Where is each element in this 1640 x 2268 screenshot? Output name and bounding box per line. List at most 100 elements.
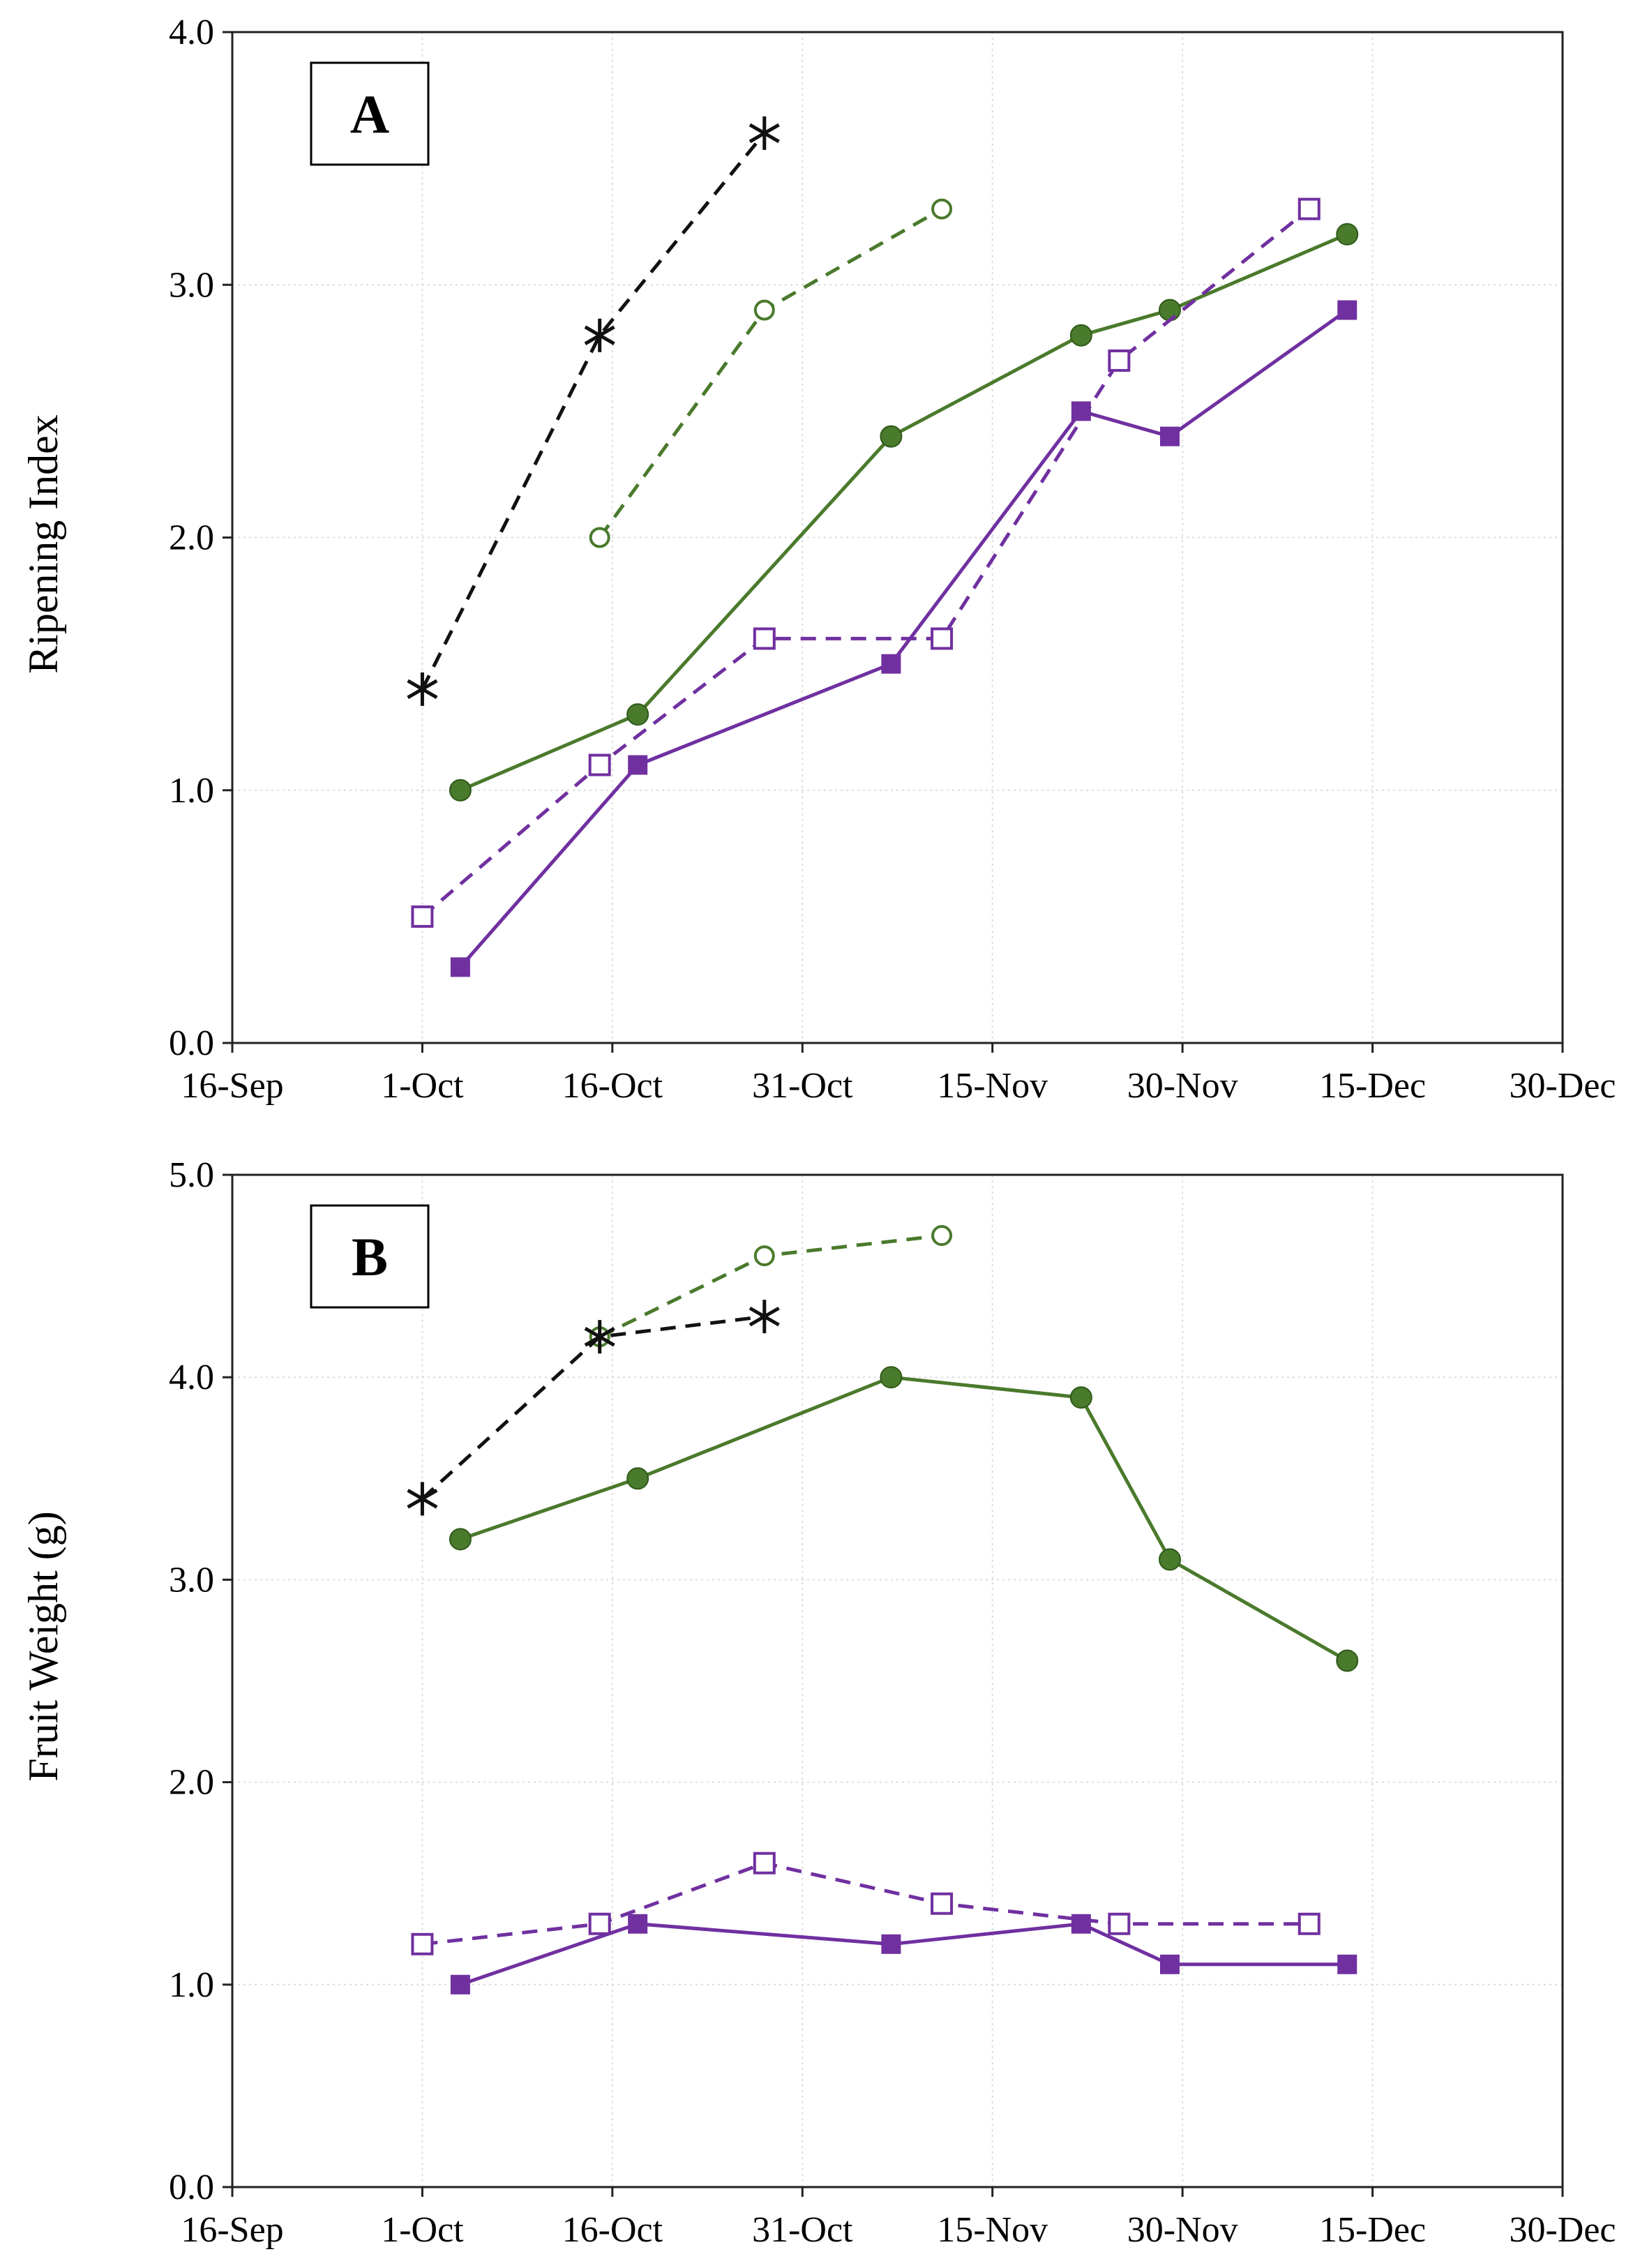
panel-a-point-purple-solid-filled-square — [1337, 300, 1357, 320]
panel-a-line-purple-solid-filled-square — [459, 308, 1348, 968]
panel-a-point-green-solid-filled-circle — [626, 703, 649, 726]
panel-a-point-green-solid-filled-circle — [449, 779, 472, 802]
panel-a-y-tick-label: 2.0 — [169, 518, 214, 558]
panel-a-point-green-solid-filled-circle — [1069, 324, 1092, 347]
panel-b-axes — [223, 1173, 1564, 2197]
panel-b-point-black-dashed-asterisk — [407, 1482, 438, 1516]
panel-b-y-tick-label: 2.0 — [169, 1763, 214, 1803]
panel-b-y-tick-label: 3.0 — [169, 1560, 214, 1600]
panel-a-series-purple-dashed-open-square — [411, 197, 1321, 928]
panel-a-x-tick-label: 16-Oct — [562, 1066, 663, 1106]
panel-a-letter-box: A — [310, 61, 430, 166]
panel-a-x-tick-label: 31-Oct — [752, 1066, 853, 1106]
panel-a-point-purple-solid-filled-square — [1071, 401, 1091, 421]
panel-b-point-purple-dashed-open-square — [411, 1932, 434, 1955]
panel-b-series-green-solid-filled-circle — [449, 1366, 1359, 1672]
panel-b-y-tick-label: 1.0 — [169, 1965, 214, 2005]
panel-a-point-purple-dashed-open-square — [753, 627, 776, 650]
panel-b-point-purple-solid-filled-square — [628, 1914, 648, 1934]
panel-b-point-purple-solid-filled-square — [1159, 1954, 1180, 1974]
panel-a-y-tick-labels: 0.0 1.0 2.0 3.0 4.0 — [169, 13, 214, 1063]
panel-a-y-tick-label: 0.0 — [169, 1023, 214, 1063]
panel-a-point-black-dashed-asterisk — [748, 116, 780, 150]
panel-a-y-tick-label: 1.0 — [169, 771, 214, 811]
panel-a: 0.0 1.0 2.0 3.0 4.0 16-Sep 1-Oct 16-Oct 31-Oct 1… — [20, 13, 1616, 1106]
panel-b-x-tick-label: 30-Nov — [1127, 2210, 1238, 2250]
panel-b-point-green-solid-filled-circle — [880, 1366, 903, 1389]
panel-a-y-axis-title: Ripening Index — [20, 414, 66, 674]
panel-a-series — [407, 116, 1359, 977]
panel-b-point-green-solid-filled-circle — [626, 1467, 649, 1490]
panel-a-series-green-dashed-open-circle — [589, 198, 953, 548]
panel-a-point-green-dashed-open-circle — [753, 299, 775, 321]
panel-a-line-purple-dashed-open-square — [421, 207, 1311, 918]
panel-b-point-purple-dashed-open-square — [1297, 1912, 1321, 1935]
panel-b-point-purple-solid-filled-square — [450, 1974, 470, 1995]
panel-b-series — [407, 1225, 1359, 1995]
panel-b-point-green-solid-filled-circle — [449, 1528, 472, 1551]
panel-a-point-black-dashed-asterisk — [584, 318, 615, 352]
panel-a-point-purple-dashed-open-square — [931, 627, 954, 650]
panel-b-point-green-solid-filled-circle — [1069, 1386, 1092, 1409]
panel-b-letter: B — [352, 1226, 388, 1287]
panel-a-series-purple-solid-filled-square — [450, 300, 1357, 977]
panel-b-point-purple-dashed-open-square — [1108, 1912, 1131, 1935]
panel-a-letter: A — [350, 84, 389, 144]
panel-b-letter-frame — [310, 1204, 430, 1309]
panel-a-point-purple-dashed-open-square — [588, 753, 611, 776]
panel-b-x-tick-label: 15-Nov — [937, 2210, 1048, 2250]
panel-b-point-green-solid-filled-circle — [1158, 1548, 1181, 1571]
panel-a-x-tick-labels: 16-Sep 1-Oct 16-Oct 31-Oct 15-Nov 30-Nov 15-De… — [181, 1066, 1616, 1106]
panel-b-x-tick-label: 16-Sep — [181, 2210, 283, 2250]
panel-a-x-tick-label: 15-Dec — [1319, 1066, 1426, 1106]
panel-a-series-green-solid-filled-circle — [449, 223, 1359, 802]
panel-b-point-purple-dashed-open-square — [753, 1852, 776, 1875]
panel-a-point-purple-dashed-open-square — [1297, 197, 1321, 220]
panel-b-line-purple-solid-filled-square — [460, 1922, 1348, 1987]
panel-b-y-tick-label: 5.0 — [169, 1155, 214, 1195]
panel-b-point-green-dashed-open-circle — [931, 1225, 953, 1247]
panel-b-series-black-dashed-asterisk — [407, 1300, 780, 1516]
panel-a-x-tick-label: 1-Oct — [381, 1066, 464, 1106]
panel-b-point-purple-solid-filled-square — [881, 1934, 901, 1954]
panel-b-line-green-solid-filled-circle — [460, 1375, 1348, 1662]
panel-a-axes — [223, 31, 1564, 1053]
panel-a-point-black-dashed-asterisk — [407, 672, 438, 706]
panel-b-x-tick-label: 30-Dec — [1509, 2210, 1616, 2250]
panel-a-point-purple-solid-filled-square — [1159, 426, 1180, 446]
panel-b: 0.0 1.0 2.0 3.0 4.0 5.0 16-Sep 1-Oct 16-Oct 31-O… — [20, 1155, 1616, 2250]
panel-b-x-tick-labels: 16-Sep 1-Oct 16-Oct 31-Oct 15-Nov 30-Nov 15-De… — [181, 2210, 1616, 2250]
panel-a-point-green-solid-filled-circle — [880, 425, 903, 448]
panel-b-x-tick-label: 15-Dec — [1319, 2210, 1426, 2250]
panel-b-letter-box: B — [310, 1204, 430, 1309]
panel-b-series-purple-solid-filled-square — [450, 1914, 1357, 1995]
panel-b-point-purple-solid-filled-square — [1071, 1914, 1091, 1934]
panel-a-point-green-dashed-open-circle — [931, 198, 953, 220]
panel-b-point-black-dashed-asterisk — [748, 1300, 780, 1334]
panel-a-x-tick-label: 30-Dec — [1509, 1066, 1616, 1106]
panel-a-point-purple-solid-filled-square — [881, 654, 901, 674]
panel-a-y-tick-label: 4.0 — [169, 13, 214, 52]
panel-b-y-tick-labels: 0.0 1.0 2.0 3.0 4.0 5.0 — [169, 1155, 214, 2207]
panel-b-series-purple-dashed-open-square — [411, 1852, 1321, 1955]
panel-b-plot-frame — [231, 1173, 1564, 2188]
panel-a-x-tick-label: 16-Sep — [181, 1066, 283, 1106]
panel-a-point-purple-solid-filled-square — [450, 957, 470, 977]
panel-b-point-black-dashed-asterisk — [584, 1320, 615, 1354]
panel-b-x-tick-label: 31-Oct — [752, 2210, 853, 2250]
panel-a-point-purple-dashed-open-square — [411, 905, 434, 928]
panel-b-point-purple-solid-filled-square — [1337, 1954, 1357, 1974]
panel-b-point-green-solid-filled-circle — [1336, 1649, 1359, 1672]
panel-a-point-green-dashed-open-circle — [589, 527, 610, 548]
panel-a-line-green-solid-filled-circle — [459, 232, 1348, 793]
panel-a-series-black-dashed-asterisk — [407, 116, 780, 706]
panel-b-x-tick-label: 1-Oct — [381, 2210, 464, 2250]
panel-b-point-purple-dashed-open-square — [931, 1892, 954, 1915]
panel-b-y-axis-title: Fruit Weight (g) — [20, 1511, 66, 1781]
panel-b-point-purple-dashed-open-square — [588, 1912, 611, 1935]
panel-a-point-green-solid-filled-circle — [1158, 299, 1181, 322]
panel-b-x-tick-label: 16-Oct — [562, 2210, 663, 2250]
panel-a-y-tick-label: 3.0 — [169, 265, 214, 305]
